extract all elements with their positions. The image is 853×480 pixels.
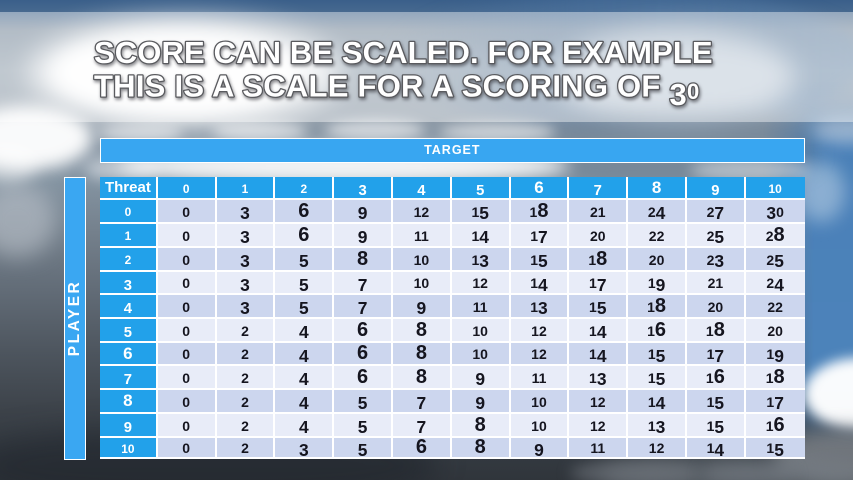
svg-text:SCORE CAN BE SCALED. FOR EXAMP: SCORE CAN BE SCALED. FOR EXAMPLE (94, 35, 713, 70)
svg-text:THIS IS A SCALE FOR A SCORING: THIS IS A SCALE FOR A SCORING OF 30 (94, 69, 699, 113)
